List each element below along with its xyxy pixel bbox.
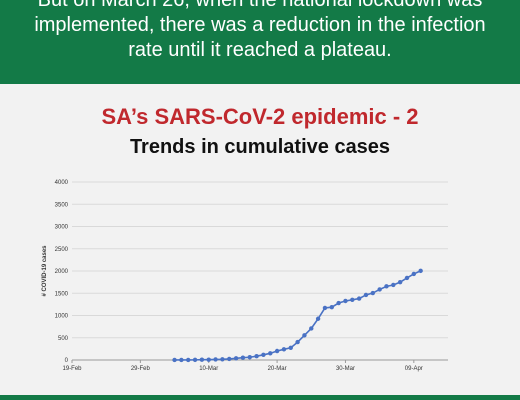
y-tick-label: 0 [65, 358, 69, 364]
data-point [350, 297, 355, 302]
data-point [363, 292, 369, 298]
x-tick-label: 20-Mar [268, 366, 287, 372]
data-point [329, 304, 334, 310]
y-axis-label: # COVID-19 cases [42, 245, 48, 297]
banner-line-2: implemented, there was a reduction in th… [34, 14, 486, 36]
x-tick-label: 09-Apr [405, 366, 423, 372]
chart-subtitle: Trends in cumulative cases [129, 136, 391, 158]
y-tick-label: 2500 [55, 247, 69, 253]
data-point [295, 339, 300, 345]
data-point [172, 357, 177, 363]
data-point [336, 300, 341, 306]
data-point [268, 351, 273, 356]
data-point [302, 333, 307, 338]
data-point [315, 316, 321, 321]
data-point [247, 355, 252, 360]
data-point [233, 356, 239, 361]
data-point [227, 356, 232, 362]
banner-text: But on March 26, when the national lockd… [0, 0, 520, 63]
data-point [288, 345, 293, 351]
x-tick-label: 30-Mar [336, 366, 355, 372]
data-point [404, 275, 410, 281]
data-point [370, 290, 375, 296]
data-point [254, 354, 259, 359]
data-point [281, 347, 287, 352]
data-point [397, 279, 403, 285]
data-point [261, 352, 266, 358]
chart-panel: SA’s SARS-CoV-2 epidemic - 2 Trends in c… [0, 84, 520, 395]
data-point [411, 271, 417, 277]
header-banner: But on March 26, when the national lockd… [0, 0, 520, 84]
y-tick-label: 4000 [55, 180, 69, 186]
x-tick-label: 10-Mar [199, 366, 218, 372]
data-point [199, 357, 205, 362]
data-point [220, 357, 225, 362]
y-tick-label: 1500 [55, 291, 69, 297]
data-point [240, 355, 246, 360]
data-point [213, 357, 218, 362]
data-point [322, 305, 328, 311]
data-point [309, 326, 314, 331]
chart-title: SA’s SARS-CoV-2 epidemic - 2 [101, 104, 419, 129]
data-point [186, 357, 191, 363]
data-point [274, 348, 280, 354]
data-point [384, 284, 389, 289]
data-point [391, 282, 396, 288]
x-tick-label: 29-Feb [131, 366, 151, 372]
y-tick-label: 2000 [55, 269, 69, 275]
data-point [343, 298, 348, 304]
line-chart: 0 500 1000 1500 2000 2500 3000 3500 4000 19-Feb 29… [42, 180, 448, 372]
data-point [192, 357, 198, 363]
y-tick-label: 1000 [55, 314, 69, 320]
y-tick-label: 3000 [55, 225, 69, 231]
footer-bar [0, 395, 520, 400]
banner-line-1: But on March 26, when the national lockd… [37, 0, 483, 11]
data-point [356, 296, 362, 301]
banner-line-3: rate until it reached a plateau. [128, 39, 392, 61]
y-tick-label: 3500 [55, 202, 69, 208]
data-point [206, 357, 211, 362]
data-point [377, 287, 382, 292]
x-tick-label: 19-Feb [62, 366, 82, 372]
data-point [418, 268, 423, 274]
y-tick-label: 500 [58, 336, 69, 342]
data-point [179, 357, 184, 363]
